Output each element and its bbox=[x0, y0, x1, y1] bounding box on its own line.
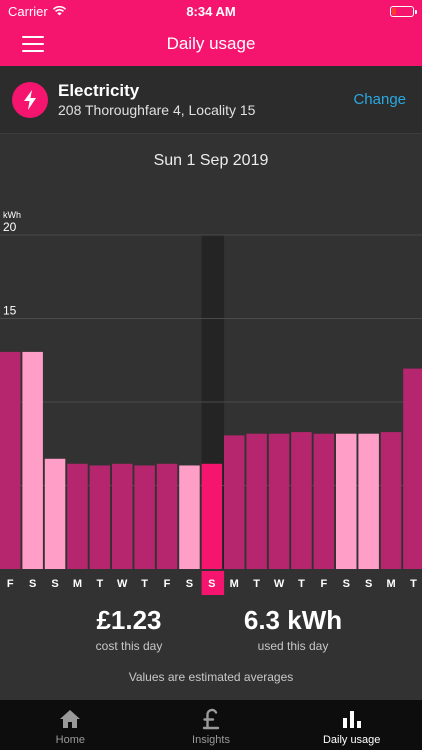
usage-bar[interactable] bbox=[403, 368, 422, 569]
usage-bar[interactable] bbox=[380, 432, 402, 569]
x-tick-label[interactable]: F bbox=[7, 578, 14, 590]
usage-bar[interactable] bbox=[0, 351, 21, 569]
usage-bar[interactable] bbox=[358, 433, 379, 569]
cost-value: £1.23 bbox=[96, 605, 162, 635]
daily-usage-chart[interactable]: 5.0101520kWhFSSMTWTFSSMTWTFSSMT bbox=[0, 200, 422, 596]
usage-bar[interactable] bbox=[89, 465, 111, 569]
x-tick-label[interactable]: M bbox=[230, 578, 239, 590]
y-tick-label: 15 bbox=[3, 304, 17, 318]
lightning-icon bbox=[12, 81, 48, 118]
tab-insights[interactable]: Insights bbox=[141, 700, 282, 750]
supply-info: Electricity 208 Thoroughfare 4, Locality… bbox=[58, 81, 353, 119]
usage-bar[interactable] bbox=[156, 463, 178, 569]
change-button[interactable]: Change bbox=[353, 91, 406, 108]
menu-icon-line bbox=[22, 43, 44, 45]
supply-address: 208 Thoroughfare 4, Locality 15 bbox=[58, 101, 256, 118]
selected-date: Sun 1 Sep 2019 bbox=[153, 152, 269, 169]
nav-bar: Daily usage bbox=[0, 22, 422, 66]
bar-chart-icon bbox=[342, 708, 362, 730]
usage-bar[interactable] bbox=[112, 463, 133, 569]
pound-icon bbox=[202, 708, 220, 730]
cost-label: cost this day bbox=[95, 639, 163, 653]
x-tick-label[interactable]: S bbox=[186, 578, 193, 590]
status-right bbox=[264, 5, 417, 17]
estimate-note: Values are estimated averages bbox=[128, 670, 294, 684]
battery-icon bbox=[390, 5, 417, 17]
status-time: 8:34 AM bbox=[186, 3, 236, 19]
usage-bar[interactable] bbox=[44, 458, 66, 569]
x-tick-label[interactable]: S bbox=[208, 578, 215, 590]
x-tick-label[interactable]: S bbox=[343, 578, 350, 590]
selected-day-label-bg bbox=[201, 571, 225, 595]
x-tick-label[interactable]: W bbox=[117, 578, 128, 590]
tab-daily-usage[interactable]: Daily usage bbox=[281, 700, 422, 750]
menu-icon-line bbox=[22, 50, 44, 52]
usage-bar[interactable] bbox=[336, 433, 357, 569]
usage-bar[interactable] bbox=[67, 463, 88, 569]
x-tick-label[interactable]: F bbox=[320, 578, 327, 590]
status-left: Carrier bbox=[8, 4, 158, 19]
menu-icon-line bbox=[22, 36, 44, 38]
x-tick-label[interactable]: T bbox=[253, 578, 260, 590]
page-title: Daily usage bbox=[166, 34, 256, 53]
tab-home[interactable]: Home bbox=[0, 700, 141, 750]
y-tick-label: 20 bbox=[3, 220, 17, 234]
cost-summary: £1.23 cost this day bbox=[84, 604, 174, 653]
x-tick-label[interactable]: S bbox=[365, 578, 372, 590]
usage-summary: 6.3 kWh used this day bbox=[228, 604, 358, 653]
x-tick-label[interactable]: M bbox=[73, 578, 82, 590]
supply-header: Electricity 208 Thoroughfare 4, Locality… bbox=[0, 66, 422, 134]
y-axis-label: kWh bbox=[3, 210, 21, 220]
usage-bar[interactable] bbox=[179, 465, 200, 569]
x-tick-label[interactable]: S bbox=[51, 578, 58, 590]
usage-bar[interactable] bbox=[224, 435, 245, 569]
x-tick-label[interactable]: W bbox=[274, 578, 285, 590]
usage-bar[interactable] bbox=[134, 465, 155, 569]
summary: £1.23 cost this day 6.3 kWh used this da… bbox=[0, 604, 422, 664]
battery-level bbox=[392, 7, 396, 15]
home-icon bbox=[59, 708, 81, 730]
usage-label: used this day bbox=[257, 639, 329, 653]
tab-home-label: Home bbox=[55, 734, 85, 746]
usage-value: 6.3 kWh bbox=[243, 605, 343, 635]
tab-daily-usage-label: Daily usage bbox=[322, 734, 381, 746]
status-bar: Carrier 8:34 AM bbox=[0, 0, 422, 22]
x-tick-label[interactable]: T bbox=[298, 578, 305, 590]
x-tick-label[interactable]: T bbox=[141, 578, 148, 590]
tab-bar: Home Insights Daily usage bbox=[0, 700, 422, 750]
usage-bar[interactable] bbox=[201, 463, 223, 569]
usage-bar[interactable] bbox=[268, 433, 290, 569]
menu-button[interactable] bbox=[22, 36, 44, 52]
usage-bar[interactable] bbox=[291, 432, 312, 569]
x-tick-label[interactable]: M bbox=[386, 578, 395, 590]
usage-bar[interactable] bbox=[313, 433, 335, 569]
supply-title: Electricity bbox=[58, 80, 140, 100]
usage-bar[interactable] bbox=[22, 351, 43, 569]
usage-bar[interactable] bbox=[246, 433, 267, 569]
x-tick-label[interactable]: T bbox=[96, 578, 103, 590]
x-tick-label[interactable]: S bbox=[29, 578, 36, 590]
x-tick-label[interactable]: F bbox=[164, 578, 171, 590]
carrier-label: Carrier bbox=[8, 3, 48, 19]
x-tick-label[interactable]: T bbox=[410, 578, 417, 590]
tab-insights-label: Insights bbox=[192, 734, 230, 746]
wifi-icon bbox=[52, 4, 67, 19]
